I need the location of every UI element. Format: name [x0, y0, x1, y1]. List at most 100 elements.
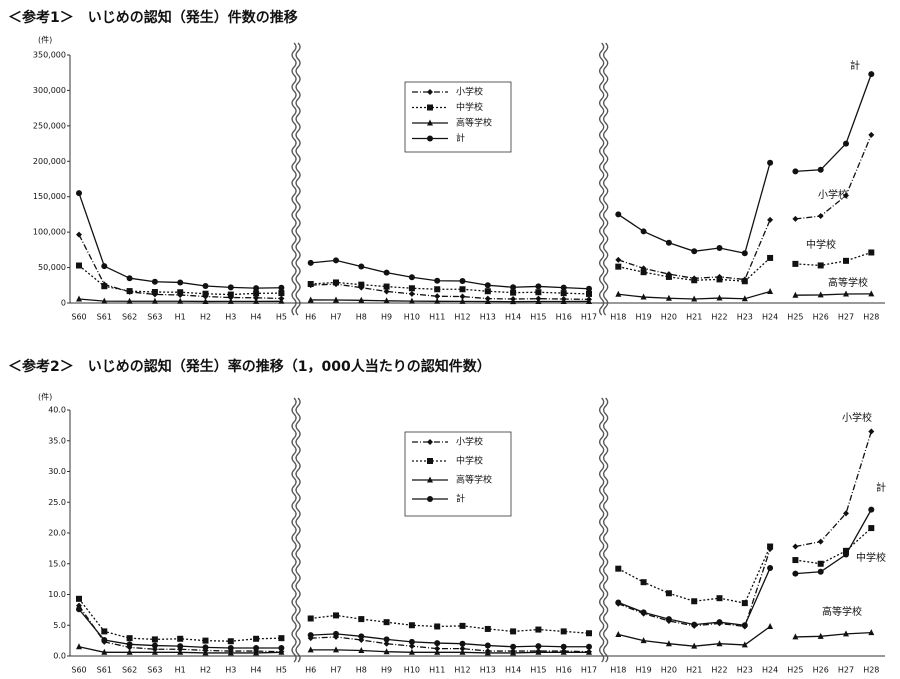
series-line	[310, 633, 589, 648]
marker	[177, 289, 184, 296]
marker	[665, 616, 672, 623]
marker	[586, 648, 592, 655]
marker	[691, 598, 698, 605]
legend-box	[404, 431, 512, 517]
series-line	[78, 192, 282, 289]
marker	[358, 616, 365, 623]
marker	[665, 294, 672, 301]
x-tick-label: H21	[686, 666, 702, 675]
marker	[868, 249, 875, 256]
marker	[741, 250, 748, 257]
y-tick-label: 0.0	[53, 652, 66, 661]
marker	[227, 649, 234, 656]
x-tick-label: H18	[610, 313, 626, 322]
marker	[843, 290, 849, 297]
marker	[843, 140, 849, 147]
marker	[640, 228, 647, 235]
x-tick-label: H2	[200, 313, 211, 322]
axis-break	[291, 397, 297, 663]
y-tick-label: 35.0	[48, 436, 66, 445]
legend-marker	[427, 496, 433, 502]
x-tick-label: S60	[71, 666, 86, 675]
marker	[741, 278, 748, 285]
series-line	[795, 251, 872, 267]
marker	[691, 642, 698, 649]
marker	[202, 637, 209, 644]
marker	[253, 635, 260, 642]
series-line	[795, 509, 872, 575]
marker	[278, 284, 285, 291]
marker	[408, 638, 415, 645]
annotation: 小学校	[818, 188, 848, 201]
marker	[665, 273, 672, 280]
marker	[101, 637, 108, 644]
marker	[408, 285, 415, 292]
marker	[868, 506, 875, 513]
marker	[459, 640, 466, 647]
x-tick-label: S63	[147, 313, 162, 322]
marker	[586, 643, 592, 650]
series-line	[78, 234, 282, 300]
x-tick-label: H22	[711, 313, 727, 322]
x-tick-label: H4	[251, 666, 262, 675]
axis-break	[603, 397, 609, 663]
marker	[126, 297, 133, 304]
marker	[101, 648, 108, 655]
legend-marker	[427, 458, 433, 464]
marker	[691, 295, 698, 302]
legend-marker	[427, 89, 433, 95]
marker	[383, 288, 390, 295]
marker	[333, 630, 339, 637]
marker	[434, 297, 441, 304]
marker	[76, 643, 82, 650]
x-tick-label: H7	[330, 666, 341, 675]
marker	[560, 628, 567, 635]
series-line	[795, 73, 872, 172]
marker	[434, 286, 441, 293]
marker	[101, 297, 108, 304]
marker	[434, 277, 441, 284]
x-tick-label: H14	[505, 313, 521, 322]
marker	[383, 640, 390, 647]
annotation: 計	[876, 481, 886, 494]
marker	[868, 71, 875, 78]
marker	[535, 283, 542, 290]
marker	[586, 285, 592, 292]
marker	[868, 629, 875, 636]
y-tick-label: 150,000	[33, 192, 66, 201]
axis-break	[599, 397, 605, 663]
marker	[741, 295, 748, 302]
x-tick-label: H19	[635, 666, 651, 675]
x-tick-label: H16	[556, 666, 572, 675]
marker	[307, 632, 314, 639]
marker	[716, 640, 723, 647]
legend-label: 高等学校	[456, 474, 492, 486]
marker	[843, 510, 849, 517]
x-tick-label: H19	[635, 313, 651, 322]
marker	[510, 649, 517, 656]
series-line	[617, 162, 771, 255]
y-tick-label: 350,000	[33, 51, 66, 60]
marker	[307, 646, 314, 653]
marker	[151, 278, 158, 285]
marker	[817, 262, 824, 269]
marker	[459, 278, 466, 285]
marker	[792, 633, 799, 640]
marker	[792, 168, 799, 175]
series-line	[78, 598, 282, 642]
marker	[151, 648, 158, 655]
x-tick-label: H4	[251, 313, 262, 322]
marker	[586, 297, 592, 304]
marker	[101, 628, 108, 635]
x-tick-label: H23	[737, 313, 753, 322]
marker	[278, 290, 285, 297]
x-tick-label: S62	[122, 666, 137, 675]
x-tick-label: H5	[276, 666, 287, 675]
marker	[408, 648, 415, 655]
marker	[510, 289, 517, 296]
marker	[333, 646, 339, 653]
marker	[333, 612, 339, 619]
marker	[716, 619, 723, 626]
x-tick-label: H22	[711, 666, 727, 675]
x-tick-label: H12	[454, 666, 470, 675]
